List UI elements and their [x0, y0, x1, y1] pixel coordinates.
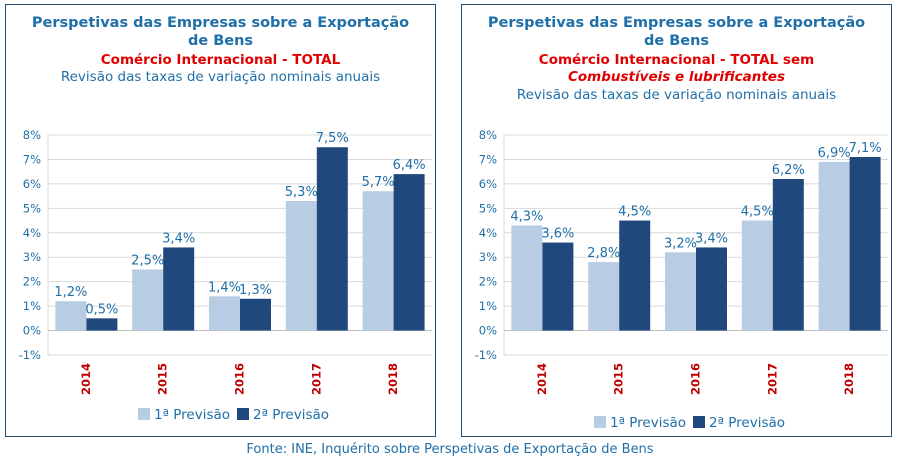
y-tick-label: 7%	[479, 152, 497, 166]
y-tick-label: 1%	[23, 299, 41, 313]
bar	[665, 252, 696, 331]
bar	[393, 174, 425, 331]
y-tick-label: 8%	[23, 128, 41, 142]
bar	[362, 191, 394, 331]
bar	[316, 147, 348, 331]
data-label: 6,4%	[393, 158, 426, 173]
legend-swatch	[138, 408, 150, 420]
data-label: 7,5%	[316, 131, 349, 146]
bar	[511, 225, 543, 331]
bar	[240, 298, 271, 331]
bar-chart-left: -1% 0% 1% 2% 3% 4% 5% 6% 7% 8% 1,2% 0,5% 2014 2,5% 3,4…	[19, 128, 432, 423]
bar	[849, 157, 881, 331]
legend-label: 2ª Previsão	[709, 415, 785, 431]
y-tick-label: 4%	[479, 226, 497, 240]
data-label: 4,3%	[510, 209, 543, 224]
data-label: 4,5%	[618, 205, 651, 220]
data-label: 1,3%	[239, 283, 272, 298]
y-tick-label: 6%	[23, 177, 41, 191]
data-label: 3,2%	[664, 236, 697, 251]
x-category-label: 2014	[79, 363, 93, 395]
x-category-label: 2016	[689, 363, 703, 395]
chart-title-continued: de Bens	[643, 33, 710, 49]
legend-swatch	[693, 416, 705, 428]
x-category-label: 2018	[386, 363, 400, 395]
y-tick-label: -1%	[475, 348, 497, 362]
chart-panel-left: Perspetivas das Empresas sobre a Exporta…	[5, 4, 436, 437]
y-tick-label: 2%	[23, 275, 41, 289]
data-label: 5,7%	[362, 175, 395, 190]
chart-description: Revisão das taxas de variação nominais a…	[516, 87, 837, 103]
x-category-label: 2016	[233, 363, 247, 395]
source-note: Fonte: INE, Inquérito sobre Perspetivas …	[246, 442, 654, 457]
x-category-label: 2014	[535, 363, 549, 395]
legend-swatch	[594, 416, 606, 428]
x-category-label: 2017	[765, 363, 779, 395]
bar	[285, 201, 317, 331]
y-tick-label: 6%	[479, 177, 497, 191]
bar-chart-right: -1% 0% 1% 2% 3% 4% 5% 6% 7% 8% 4,3% 3,6% 2014 2,8% 4,5…	[475, 128, 888, 431]
y-tick-label: 7%	[23, 152, 41, 166]
legend-label: 1ª Previsão	[154, 407, 230, 423]
bar	[542, 242, 574, 331]
bar	[696, 247, 727, 331]
y-tick-label: 0%	[479, 324, 497, 338]
bar	[741, 220, 773, 331]
x-category-label: 2017	[309, 363, 323, 395]
data-label: 1,4%	[208, 280, 241, 295]
bar	[619, 220, 651, 331]
bar	[209, 296, 240, 331]
bar	[818, 161, 850, 331]
chart-description: Revisão das taxas de variação nominais a…	[60, 69, 381, 85]
bar	[588, 262, 620, 331]
chart-subtitle-continued: Combustíveis e lubrificantes	[568, 69, 785, 85]
chart-title-continued: de Bens	[187, 33, 254, 49]
y-tick-label: 4%	[23, 226, 41, 240]
data-label: 2,8%	[587, 246, 620, 261]
legend-swatch	[237, 408, 249, 420]
data-label: 3,6%	[541, 227, 574, 242]
chart-subtitle: Comércio Internacional - TOTAL sem	[538, 52, 815, 68]
data-label: 5,3%	[285, 185, 318, 200]
data-label: 3,4%	[162, 231, 195, 246]
chart-subtitle: Comércio Internacional - TOTAL	[100, 52, 341, 68]
y-tick-label: 8%	[479, 128, 497, 142]
data-label: 7,1%	[849, 141, 882, 156]
chart-title: Perspetivas das Empresas sobre a Exporta…	[31, 15, 410, 31]
x-category-label: 2015	[156, 363, 170, 395]
y-tick-label: 3%	[479, 250, 497, 264]
x-category-label: 2018	[842, 363, 856, 395]
chart-title: Perspetivas das Empresas sobre a Exporta…	[487, 15, 866, 31]
data-label: 0,5%	[85, 302, 118, 317]
y-tick-label: 1%	[479, 299, 497, 313]
chart-panel-right: Perspetivas das Empresas sobre a Exporta…	[461, 4, 892, 437]
data-label: 2,5%	[131, 253, 164, 268]
legend-label: 2ª Previsão	[253, 407, 329, 423]
x-category-label: 2015	[612, 363, 626, 395]
bar	[55, 301, 87, 331]
y-tick-label: 0%	[23, 324, 41, 338]
y-tick-label: 5%	[479, 201, 497, 215]
data-label: 6,9%	[818, 146, 851, 161]
data-label: 4,5%	[741, 205, 774, 220]
y-tick-label: 3%	[23, 250, 41, 264]
y-tick-label: 2%	[479, 275, 497, 289]
data-label: 6,2%	[772, 163, 805, 178]
data-label: 3,4%	[695, 231, 728, 246]
data-label: 1,2%	[54, 285, 87, 300]
y-tick-label: 5%	[23, 201, 41, 215]
legend-label: 1ª Previsão	[610, 415, 686, 431]
y-tick-label: -1%	[19, 348, 41, 362]
bar	[772, 179, 804, 331]
bar	[86, 318, 118, 331]
bar	[163, 247, 195, 331]
bar	[132, 269, 164, 331]
